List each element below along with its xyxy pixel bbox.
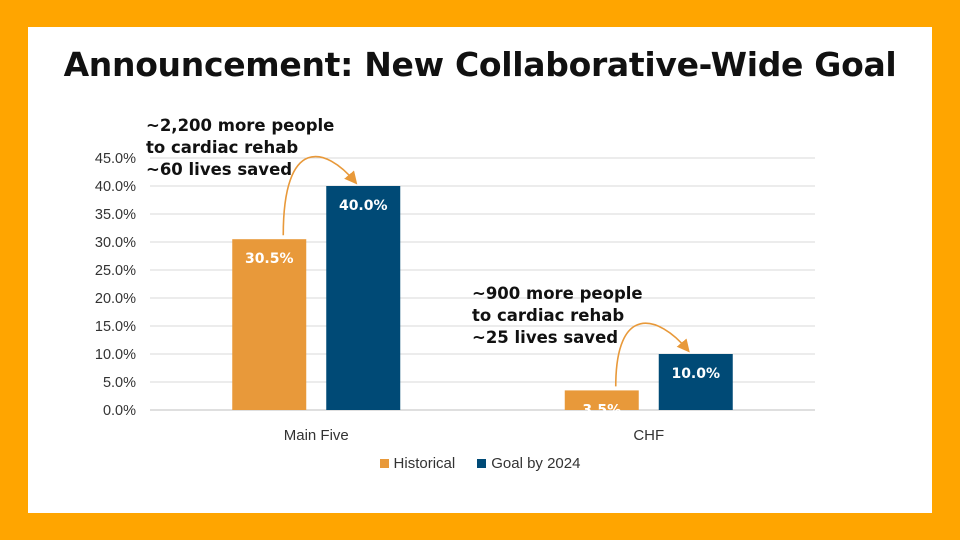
y-tick-label: 0.0% [103,403,136,419]
change-arrow [282,155,358,236]
annotation-line: ~25 lives saved [472,328,619,347]
bar [326,186,401,410]
data-label: 10.0% [671,366,720,382]
y-tick-label: 35.0% [95,207,136,223]
slide: Announcement: New Collaborative-Wide Goa… [28,27,932,513]
page-title: Announcement: New Collaborative-Wide Goa… [63,45,897,84]
annotation-line: ~2,200 more people [146,116,335,135]
data-label: 3.5% [582,402,621,418]
data-label: 40.0% [339,198,388,214]
x-tick-label: Main Five [284,427,349,444]
x-tick-label: CHF [633,427,664,444]
annotation-chf: ~900 more people to cardiac rehab ~25 li… [472,283,643,349]
y-tick-label: 10.0% [95,347,136,363]
bar [564,390,639,410]
data-label: 30.5% [245,251,294,267]
change-arrow [614,322,690,387]
annotation-main-five: ~2,200 more people to cardiac rehab ~60 … [146,115,334,181]
legend-label: Historical [393,455,456,472]
y-tick-label: 20.0% [95,291,136,307]
bar-chart: 0.0% 5.0% 10.0% 15.0% 20.0% 25.0% 30.0% 35.0% 40… [95,151,815,444]
y-tick-label: 5.0% [103,375,136,391]
annotation-line: ~900 more people [472,284,643,303]
y-tick-label: 30.0% [95,235,136,251]
y-tick-label: 25.0% [95,263,136,279]
legend-swatch-goal [477,459,487,468]
legend-item-historical: Historical [379,455,456,472]
annotation-line: to cardiac rehab [472,306,625,325]
y-tick-label: 15.0% [95,319,136,335]
y-tick-label: 45.0% [95,151,136,167]
legend: Historical Goal by 2024 [28,455,932,472]
legend-label: Goal by 2024 [491,455,581,472]
annotation-line: to cardiac rehab [146,138,299,157]
annotation-line: ~60 lives saved [146,160,293,179]
bar [232,239,307,410]
y-tick-label: 40.0% [95,179,136,195]
bar [658,354,733,410]
legend-swatch-historical [379,459,389,468]
legend-item-goal: Goal by 2024 [477,455,580,472]
